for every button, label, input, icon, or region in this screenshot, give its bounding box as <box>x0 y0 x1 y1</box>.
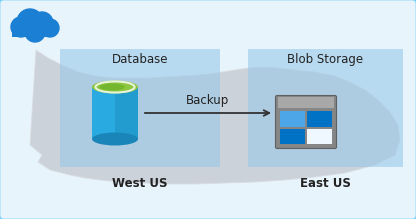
Circle shape <box>25 22 45 42</box>
Ellipse shape <box>92 81 138 94</box>
Polygon shape <box>30 50 400 184</box>
Circle shape <box>17 9 43 35</box>
Bar <box>12 23 54 37</box>
Text: Blob Storage: Blob Storage <box>287 53 364 66</box>
Circle shape <box>11 17 31 37</box>
Bar <box>307 129 332 144</box>
Circle shape <box>41 19 59 37</box>
Circle shape <box>31 12 53 34</box>
Bar <box>278 97 334 108</box>
Bar <box>307 111 332 127</box>
Text: West US: West US <box>112 177 168 190</box>
Ellipse shape <box>92 132 138 145</box>
Bar <box>92 87 138 139</box>
Text: Database: Database <box>112 53 168 66</box>
Bar <box>248 49 403 167</box>
Bar <box>60 49 220 167</box>
Bar <box>280 111 305 127</box>
Ellipse shape <box>99 83 125 91</box>
Bar <box>115 87 138 139</box>
Bar <box>280 129 305 144</box>
Text: East US: East US <box>300 177 351 190</box>
FancyBboxPatch shape <box>275 95 337 148</box>
Text: Backup: Backup <box>186 94 230 107</box>
